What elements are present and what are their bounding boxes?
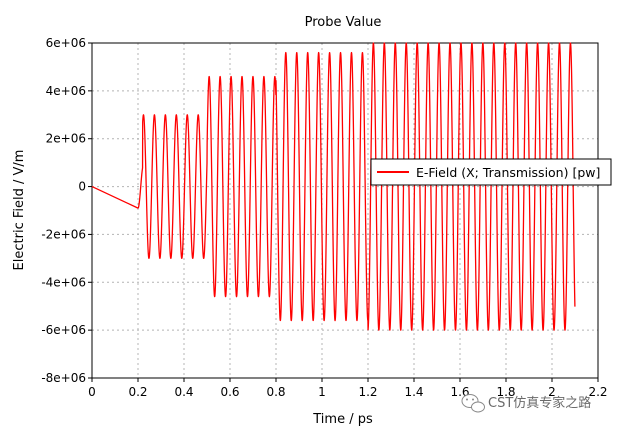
- x-axis-label: Time / ps: [312, 412, 373, 427]
- y-axis-label: Electric Field / V/m: [12, 150, 27, 271]
- plot-frame: [91, 42, 599, 379]
- y-tick-label: -8e+06: [41, 371, 86, 385]
- wechat-icon: [461, 394, 485, 413]
- x-tick-label: 1.4: [404, 385, 423, 399]
- x-tick-label: 1.8: [496, 385, 515, 399]
- y-axis-ticks: 6e+06 4e+06 2e+06 0 -2e+06 -4e+06 -6e+06 -8e+06: [41, 36, 92, 385]
- legend[interactable]: E-Field (X; Transmission) [pw]: [370, 158, 612, 186]
- y-tick-label: -4e+06: [41, 275, 86, 289]
- y-tick-label: 2e+06: [46, 132, 86, 146]
- y-tick-label: 6e+06: [46, 36, 86, 50]
- legend-entry-label: E-Field (X; Transmission) [pw]: [416, 165, 600, 180]
- y-tick-label: 0: [78, 180, 86, 194]
- x-tick-label: 0.2: [128, 385, 147, 399]
- x-tick-label: 1: [318, 385, 326, 399]
- legend-box: [370, 158, 612, 186]
- y-tick-label: -6e+06: [41, 323, 86, 337]
- x-tick-label: 0.6: [220, 385, 239, 399]
- x-tick-label: 0.4: [174, 385, 193, 399]
- x-tick-label: 1.2: [358, 385, 377, 399]
- x-tick-label: 2.2: [588, 385, 607, 399]
- y-tick-label: -2e+06: [41, 227, 86, 241]
- x-tick-label: 0: [88, 385, 96, 399]
- watermark: CST仿真专家之路: [461, 394, 591, 413]
- x-axis-ticks: 0 0.2 0.4 0.6 0.8 1 1.2 1.4 1.6 1.8 2 2.2: [88, 378, 608, 399]
- watermark-text: CST仿真专家之路: [488, 395, 591, 411]
- chart-title: Probe Value: [305, 15, 382, 30]
- y-tick-label: 4e+06: [46, 84, 86, 98]
- x-tick-label: 2: [548, 385, 556, 399]
- x-tick-label: 0.8: [266, 385, 285, 399]
